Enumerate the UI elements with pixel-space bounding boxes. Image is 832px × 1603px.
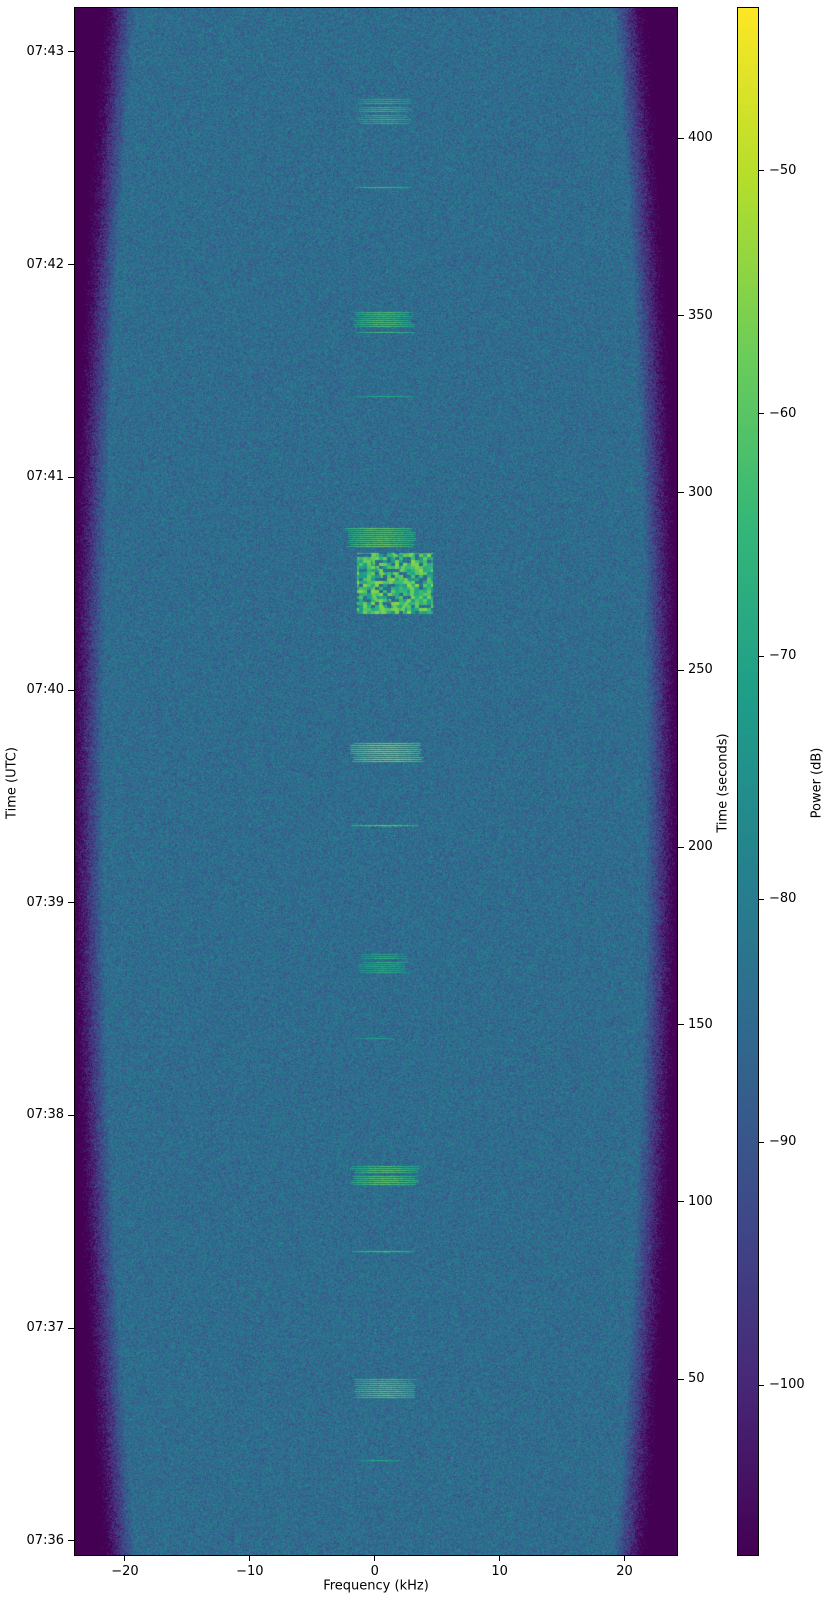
y-left-tick-label: 07:39 xyxy=(0,895,64,911)
y-right-tick-mark xyxy=(677,1379,684,1380)
x-tick-mark xyxy=(374,1555,375,1561)
y-left-tick-label: 07:40 xyxy=(0,682,64,698)
y-right-tick-mark xyxy=(677,1201,684,1202)
y-right-tick-label: 350 xyxy=(688,308,713,324)
colorbar-tick-mark xyxy=(758,1142,764,1143)
colorbar-tick-mark xyxy=(758,170,764,171)
y-right-tick-label: 150 xyxy=(688,1017,713,1033)
y-left-tick-mark xyxy=(68,690,75,691)
colorbar-tick-label: −80 xyxy=(769,891,796,907)
colorbar-tick-mark xyxy=(758,413,764,414)
y-right-tick-mark xyxy=(677,492,684,493)
y-left-axis-label: Time (UTC) xyxy=(5,747,20,819)
spectrogram-heatmap-canvas xyxy=(75,8,677,1555)
colorbar-tick-mark xyxy=(758,899,764,900)
y-left-tick-mark xyxy=(68,1115,75,1116)
y-left-tick-label: 07:43 xyxy=(0,44,64,60)
x-tick-label: −20 xyxy=(111,1564,138,1580)
colorbar-tick-mark xyxy=(758,656,764,657)
colorbar-tick-label: −50 xyxy=(769,163,796,179)
y-left-tick-mark xyxy=(68,1540,75,1541)
y-left-tick-mark xyxy=(68,1328,75,1329)
y-left-tick-label: 07:37 xyxy=(0,1320,64,1336)
y-right-tick-mark xyxy=(677,1024,684,1025)
y-left-tick-mark xyxy=(68,51,75,52)
y-left-tick-label: 07:41 xyxy=(0,469,64,485)
colorbar-tick-mark xyxy=(758,1385,764,1386)
y-right-tick-label: 100 xyxy=(688,1194,713,1210)
colorbar-gradient-canvas xyxy=(738,8,758,1555)
y-left-tick-label: 07:38 xyxy=(0,1107,64,1123)
y-right-tick-mark xyxy=(677,670,684,671)
y-right-tick-mark xyxy=(677,315,684,316)
x-tick-label: 10 xyxy=(491,1564,508,1580)
y-right-tick-label: 200 xyxy=(688,839,713,855)
y-right-tick-label: 250 xyxy=(688,662,713,678)
y-right-tick-label: 300 xyxy=(688,485,713,501)
x-tick-label: 20 xyxy=(616,1564,633,1580)
colorbar-tick-label: −70 xyxy=(769,648,796,664)
colorbar-tick-label: −60 xyxy=(769,406,796,422)
x-tick-label: −10 xyxy=(236,1564,263,1580)
colorbar-tick-label: −100 xyxy=(769,1377,805,1393)
x-tick-mark xyxy=(624,1555,625,1561)
x-tick-mark xyxy=(499,1555,500,1561)
y-right-axis-label: Time (seconds) xyxy=(716,733,731,832)
colorbar-axis-label: Power (dB) xyxy=(810,748,825,819)
x-tick-mark xyxy=(249,1555,250,1561)
y-right-tick-mark xyxy=(677,847,684,848)
colorbar-tick-label: −90 xyxy=(769,1134,796,1150)
y-left-tick-mark xyxy=(68,264,75,265)
x-axis-label: Frequency (kHz) xyxy=(323,1579,429,1594)
y-left-tick-mark xyxy=(68,477,75,478)
y-left-tick-mark xyxy=(68,902,75,903)
y-left-tick-label: 07:36 xyxy=(0,1533,64,1549)
y-right-tick-label: 50 xyxy=(688,1371,705,1387)
y-right-tick-label: 400 xyxy=(688,130,713,146)
y-right-tick-mark xyxy=(677,138,684,139)
y-left-tick-label: 07:42 xyxy=(0,257,64,273)
x-tick-mark xyxy=(124,1555,125,1561)
spectrogram-figure: −20 −10 0 10 20 07:43 07:42 07:41 07:40 07:39 07:3… xyxy=(0,0,832,1603)
